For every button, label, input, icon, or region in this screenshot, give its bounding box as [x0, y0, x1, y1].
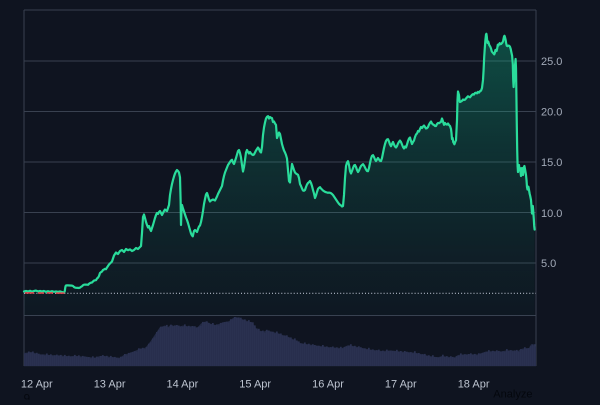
svg-text:14 Apr: 14 Apr: [166, 379, 198, 391]
svg-text:5.0: 5.0: [541, 258, 556, 270]
svg-text:10.0: 10.0: [541, 208, 562, 220]
svg-text:16 Apr: 16 Apr: [312, 379, 344, 391]
svg-text:20.0: 20.0: [541, 107, 562, 119]
svg-text:25.0: 25.0: [541, 56, 562, 68]
svg-text:9: 9: [24, 392, 31, 401]
svg-text:15.0: 15.0: [541, 157, 562, 169]
svg-text:13 Apr: 13 Apr: [94, 379, 126, 391]
svg-text:17 Apr: 17 Apr: [385, 379, 417, 391]
svg-text:12 Apr: 12 Apr: [21, 379, 53, 391]
svg-text:18 Apr: 18 Apr: [458, 379, 490, 391]
svg-text:Analyze: Analyze: [493, 389, 532, 400]
svg-text:15 Apr: 15 Apr: [239, 379, 271, 391]
